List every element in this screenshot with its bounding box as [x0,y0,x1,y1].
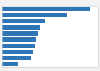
Bar [2,31,38,36]
Bar [2,50,33,54]
Bar [2,44,35,48]
Bar [2,62,18,66]
Bar [2,19,45,24]
Bar [2,25,40,30]
Bar [2,7,90,11]
Bar [2,13,67,17]
Bar [2,37,36,42]
Bar [2,56,31,60]
